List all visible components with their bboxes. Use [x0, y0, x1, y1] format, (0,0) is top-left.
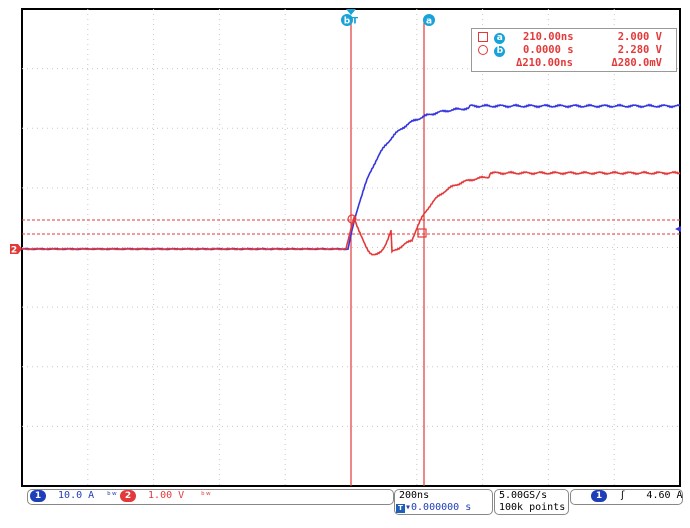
- cursor-b-icons: b: [478, 44, 506, 57]
- rising-edge-icon: ʃ: [621, 490, 625, 501]
- trigger-level: 4.60 A: [646, 490, 683, 501]
- cursor-a-crosspoint: [417, 228, 427, 238]
- trigger-position-marker[interactable]: [346, 9, 356, 15]
- acquisition-panel[interactable]: [494, 489, 569, 515]
- cursor-b-crosspoint: [347, 214, 357, 224]
- channel-2-badge: 2: [120, 490, 136, 502]
- cursor-b-label: b: [344, 17, 351, 27]
- cursor-a-marker[interactable]: a: [423, 14, 435, 27]
- record-length: 100k points: [499, 502, 566, 513]
- square-icon: [478, 32, 488, 42]
- oscilloscope-display: b T a 2: [10, 8, 681, 487]
- channel-scale-panel[interactable]: [27, 489, 394, 505]
- channel-1-bw-icon: ᵇʷ: [106, 491, 118, 501]
- channel-2-ground-marker[interactable]: 2: [10, 244, 22, 256]
- timebase-position-row: T ▾0.000000 s: [396, 502, 471, 528]
- trigger-source-badge: 1: [591, 490, 607, 502]
- timebase-scale: 200ns: [399, 490, 430, 501]
- trigger-readout: 1 ʃ 4.60 A: [591, 489, 683, 503]
- delta-value: Δ280.0mV: [611, 57, 662, 69]
- channel-1-scale: 10.0 A: [58, 490, 95, 501]
- trigger-t-icon: T: [396, 504, 405, 513]
- circle-icon: [478, 45, 488, 55]
- channel-1-badge: 1: [30, 490, 46, 502]
- channel-2-bw-icon: ᵇʷ: [200, 491, 212, 501]
- trigger-t-marker: T: [352, 17, 359, 27]
- cursor-b-tag: b: [494, 46, 506, 57]
- cursor-b-marker[interactable]: b: [341, 14, 353, 27]
- cursor-b-value: 2.280 V: [617, 44, 662, 56]
- trigger-level-arrow[interactable]: [675, 226, 681, 232]
- cursor-a-icons: a: [478, 31, 506, 44]
- timebase-panel[interactable]: [394, 489, 493, 515]
- delta-time: Δ210.00ns: [516, 57, 573, 69]
- trigger-t-label: T: [352, 17, 359, 27]
- cursor-a-value: 2.000 V: [617, 31, 662, 43]
- channel-1-readout[interactable]: 1 10.0 A ᵇʷ: [30, 489, 117, 503]
- channel-2-readout[interactable]: 2 1.00 V ᵇʷ: [120, 489, 211, 503]
- ground-marker-label: 2: [11, 246, 17, 256]
- cursor-a-time: 210.00ns: [523, 31, 574, 43]
- cursor-b-time: 0.0000 s: [523, 44, 574, 56]
- timebase-position: ▾0.000000 s: [405, 502, 472, 513]
- channel-2-scale: 1.00 V: [148, 490, 185, 501]
- cursor-a-tag: a: [494, 33, 506, 44]
- cursor-a-label: a: [426, 17, 432, 27]
- cursor-readout-panel: a 210.00ns 2.000 V b 0.0000 s 2.280 V Δ2…: [471, 28, 677, 72]
- channel-2-waveform: [21, 170, 681, 256]
- sample-rate: 5.00GS/s: [499, 490, 548, 501]
